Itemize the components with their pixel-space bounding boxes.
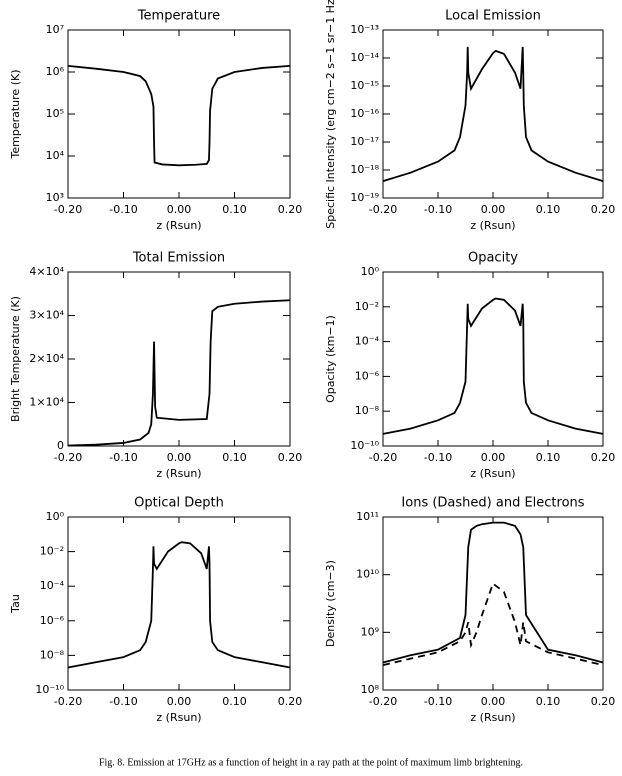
data-line bbox=[67, 541, 291, 669]
y-tick-label: 10⁻¹⁰ bbox=[35, 683, 64, 696]
y-tick-label: 10⁷ bbox=[46, 23, 64, 36]
y-tick-label: 10⁻¹⁶ bbox=[350, 107, 379, 120]
x-tick-label: 0.10 bbox=[222, 695, 247, 708]
y-tick-label: 10⁻⁸ bbox=[355, 404, 380, 417]
y-tick-label: 10⁻² bbox=[40, 545, 64, 558]
x-tick-label: -0.20 bbox=[369, 695, 397, 708]
x-tick-label: -0.20 bbox=[54, 451, 82, 464]
y-tick-label: 10⁻¹⁵ bbox=[350, 79, 379, 92]
x-tick-label: -0.10 bbox=[109, 695, 137, 708]
data-line bbox=[382, 297, 604, 435]
data-line bbox=[382, 521, 604, 664]
x-tick-label: -0.20 bbox=[369, 203, 397, 216]
y-axis-label: Tau bbox=[9, 594, 22, 614]
y-tick-label: 10⁻¹⁹ bbox=[350, 191, 379, 204]
y-tick-label: 10⁻¹⁰ bbox=[350, 439, 379, 452]
chart-title: Temperature bbox=[137, 9, 220, 24]
x-tick-label: 0.10 bbox=[222, 451, 247, 464]
y-tick-label: 3×10⁴ bbox=[29, 309, 64, 322]
y-tick-label: 10⁸ bbox=[361, 683, 380, 696]
x-tick-label: 0.00 bbox=[167, 695, 192, 708]
x-tick-label: 0.20 bbox=[278, 451, 303, 464]
x-tick-label: 0.20 bbox=[278, 695, 303, 708]
x-axis-label: z (Rsun) bbox=[156, 219, 201, 232]
chart-title: Local Emission bbox=[445, 9, 541, 24]
plot-frame bbox=[67, 29, 291, 199]
y-tick-label: 2×10⁴ bbox=[29, 352, 64, 365]
y-tick-label: 10⁻⁴ bbox=[355, 335, 380, 348]
x-tick-label: -0.20 bbox=[369, 451, 397, 464]
y-tick-label: 10⁰ bbox=[46, 510, 65, 523]
y-tick-label: 10⁹ bbox=[361, 625, 379, 638]
data-line bbox=[67, 299, 291, 447]
data-line bbox=[67, 64, 291, 167]
y-tick-label: 10⁻¹⁴ bbox=[350, 51, 379, 64]
x-tick-label: -0.10 bbox=[424, 695, 452, 708]
y-tick-label: 10⁻² bbox=[355, 300, 379, 313]
y-axis-label: Opacity (km−1) bbox=[324, 315, 337, 403]
y-tick-label: 10⁻¹⁸ bbox=[350, 163, 379, 176]
y-axis-label: Density (cm−3) bbox=[324, 560, 337, 647]
y-axis-label: Specific Intensity (erg cm−2 s−1 sr−1 Hz bbox=[324, 0, 337, 229]
x-tick-label: 0.10 bbox=[536, 203, 561, 216]
y-tick-label: 10⁰ bbox=[361, 265, 380, 278]
x-axis-label: z (Rsun) bbox=[470, 219, 515, 232]
caption: Fig. 8. Emission at 17GHz as a function … bbox=[99, 757, 523, 768]
x-tick-label: -0.20 bbox=[54, 695, 82, 708]
plot-frame bbox=[382, 516, 604, 691]
y-tick-label: 1×10⁴ bbox=[29, 396, 64, 409]
x-tick-label: -0.10 bbox=[109, 451, 137, 464]
y-axis-label: Bright Temperature (K) bbox=[9, 296, 22, 422]
plot-frame bbox=[382, 271, 604, 447]
x-tick-label: -0.20 bbox=[54, 203, 82, 216]
x-axis-label: z (Rsun) bbox=[470, 711, 515, 724]
y-tick-label: 10³ bbox=[46, 191, 64, 204]
y-tick-label: 4×10⁴ bbox=[29, 265, 64, 278]
x-tick-label: 0.10 bbox=[536, 695, 561, 708]
x-tick-label: 0.20 bbox=[591, 695, 616, 708]
x-axis-label: z (Rsun) bbox=[156, 711, 201, 724]
x-tick-label: 0.10 bbox=[536, 451, 561, 464]
y-tick-label: 10⁻¹³ bbox=[350, 23, 379, 36]
data-line bbox=[382, 582, 604, 666]
x-tick-label: 0.00 bbox=[481, 203, 506, 216]
y-axis-label: Temperature (K) bbox=[9, 70, 22, 160]
chart-title: Optical Depth bbox=[134, 496, 224, 511]
x-tick-label: -0.10 bbox=[424, 451, 452, 464]
data-line bbox=[382, 46, 604, 183]
y-tick-label: 10¹⁰ bbox=[356, 568, 379, 581]
y-tick-label: 10⁻⁶ bbox=[355, 369, 380, 382]
chart-title: Opacity bbox=[468, 251, 518, 266]
y-tick-label: 10¹¹ bbox=[356, 510, 379, 523]
x-tick-label: 0.20 bbox=[591, 451, 616, 464]
x-axis-label: z (Rsun) bbox=[156, 467, 201, 480]
plot-frame bbox=[382, 29, 604, 199]
x-tick-label: 0.10 bbox=[222, 203, 247, 216]
x-tick-label: -0.10 bbox=[424, 203, 452, 216]
y-tick-label: 10⁻⁶ bbox=[40, 614, 65, 627]
x-tick-label: 0.00 bbox=[167, 451, 192, 464]
x-tick-label: 0.20 bbox=[278, 203, 303, 216]
y-tick-label: 10⁴ bbox=[46, 149, 65, 162]
x-tick-label: 0.00 bbox=[167, 203, 192, 216]
chart-title: Total Emission bbox=[132, 251, 225, 266]
y-tick-label: 0 bbox=[57, 439, 64, 452]
y-tick-label: 10⁻⁴ bbox=[40, 579, 65, 592]
x-tick-label: -0.10 bbox=[109, 203, 137, 216]
x-tick-label: 0.20 bbox=[591, 203, 616, 216]
x-axis-label: z (Rsun) bbox=[470, 467, 515, 480]
x-tick-label: 0.00 bbox=[481, 695, 506, 708]
y-tick-label: 10⁻⁸ bbox=[40, 648, 65, 661]
chart-title: Ions (Dashed) and Electrons bbox=[401, 496, 584, 511]
y-tick-label: 10⁻¹⁷ bbox=[350, 135, 379, 148]
x-tick-label: 0.00 bbox=[481, 451, 506, 464]
y-tick-label: 10⁵ bbox=[46, 107, 64, 120]
y-tick-label: 10⁶ bbox=[46, 65, 65, 78]
